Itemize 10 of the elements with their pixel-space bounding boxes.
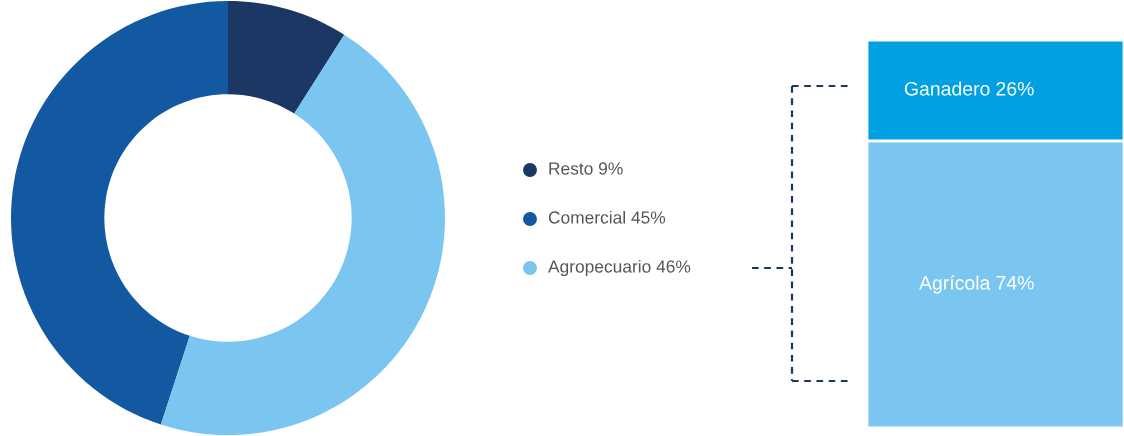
legend-label: Resto 9% — [549, 162, 623, 175]
series-label: Ganadero — [904, 81, 990, 96]
data-label: 74% — [996, 275, 1034, 290]
donut-slice — [228, 1, 345, 114]
data-label: 26% — [996, 81, 1034, 96]
donut-slice — [11, 1, 228, 425]
legend-label: Comercial 45% — [548, 210, 666, 224]
donut-slice — [160, 34, 445, 435]
series-label: Agrícola — [919, 275, 991, 294]
legend-label: Agropecuario 46% — [548, 259, 691, 277]
